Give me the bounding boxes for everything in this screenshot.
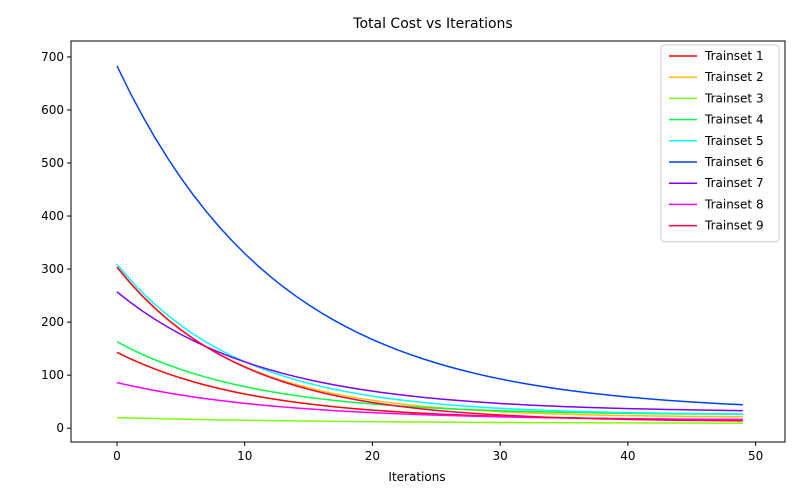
y-tick-label: 200 [41, 315, 64, 329]
y-axis: 0 100 200 300 400 500 600 700 [41, 50, 71, 435]
legend-label: Trainset 3 [704, 91, 764, 105]
legend-label: Trainset 5 [704, 134, 764, 148]
chart-title: Total Cost vs Iterations [352, 16, 512, 32]
legend-label: Trainset 2 [704, 70, 764, 84]
y-tick-label: 600 [41, 103, 64, 117]
legend: Trainset 1 Trainset 2 Trainset 3 Trainset 4… [660, 44, 780, 243]
y-tick-label: 500 [41, 156, 64, 170]
y-tick-label: 700 [41, 50, 64, 64]
x-tick-label: 0 [113, 449, 121, 463]
legend-label: Trainset 6 [704, 155, 764, 169]
series-line-8 [116, 381, 743, 421]
plot-frame [70, 40, 786, 443]
legend-label: Trainset 7 [704, 176, 764, 190]
y-tick-label: 100 [41, 368, 64, 382]
legend-label: Trainset 8 [704, 197, 764, 211]
series-line-5 [116, 263, 743, 415]
x-tick-label: 10 [237, 449, 252, 463]
y-tick-label: 400 [41, 209, 64, 223]
series-line-6 [116, 65, 743, 406]
x-axis-label: Iterations [388, 470, 445, 484]
series-line-9 [116, 266, 743, 422]
legend-box [660, 44, 780, 243]
legend-label: Trainset 1 [704, 49, 764, 63]
x-tick-label: 40 [620, 449, 635, 463]
series-line-7 [116, 291, 743, 412]
y-tick-label: 300 [41, 262, 64, 276]
y-tick-label: 0 [56, 421, 64, 435]
x-tick-label: 50 [748, 449, 763, 463]
series-line-3 [116, 416, 743, 424]
x-axis: 0 10 20 30 40 50 [113, 442, 763, 463]
plot-lines [116, 65, 743, 424]
legend-label: Trainset 4 [704, 113, 764, 127]
legend-label: Trainset 9 [704, 219, 764, 233]
x-tick-label: 20 [365, 449, 380, 463]
series-line-2 [116, 267, 743, 418]
x-tick-label: 30 [493, 449, 508, 463]
